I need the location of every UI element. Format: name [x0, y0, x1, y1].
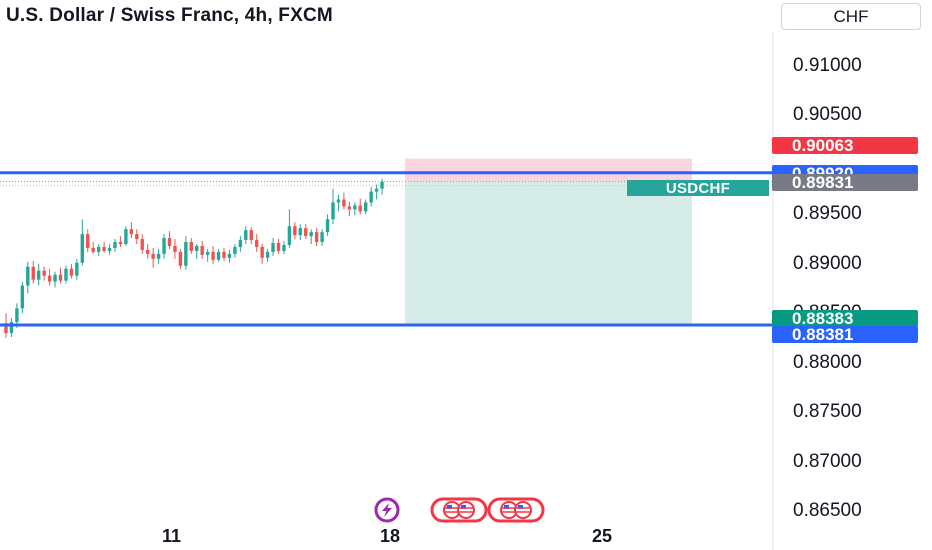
candle [336, 194, 341, 212]
candle [135, 229, 139, 244]
candlestick-series [4, 178, 384, 338]
candle [309, 229, 313, 244]
candle [31, 260, 35, 284]
candle [342, 192, 346, 210]
candle [282, 241, 286, 254]
candle [107, 244, 112, 255]
price-axis-label: 0.90500 [793, 104, 862, 126]
candle [178, 248, 183, 269]
candle [64, 265, 68, 284]
gridlines [0, 181, 773, 187]
candle [325, 214, 330, 237]
candle [271, 238, 275, 256]
lightning-icon[interactable] [362, 497, 412, 523]
candle [69, 263, 74, 279]
price-axis-label: 0.88000 [793, 351, 862, 373]
candle [238, 236, 243, 252]
position-zones [405, 158, 692, 325]
price-axis-label: 0.86500 [793, 500, 862, 521]
candle [331, 188, 335, 225]
price-axis-label: 0.89000 [793, 252, 862, 274]
candle [129, 222, 134, 239]
candle [58, 267, 63, 284]
symbol-tag: USDCHF [627, 180, 769, 197]
price-badge: 0.88381 [772, 325, 918, 343]
currency-selector-button[interactable]: CHF [781, 3, 921, 30]
candle [200, 241, 204, 259]
candle [20, 281, 25, 314]
candle [353, 202, 357, 216]
candle [265, 248, 270, 262]
us-flag-icon[interactable] [430, 497, 488, 523]
candle [91, 242, 95, 254]
candle [37, 263, 41, 286]
time-label-18: 18 [380, 526, 401, 546]
candle [124, 226, 128, 246]
candle [347, 201, 352, 217]
candle [287, 209, 292, 248]
us-flag-icon[interactable] [487, 497, 545, 523]
candle [140, 234, 144, 254]
candle [146, 244, 150, 259]
candle [118, 236, 123, 247]
candle [314, 228, 319, 246]
candle [86, 229, 90, 252]
candle [47, 268, 52, 286]
candle [358, 198, 362, 215]
price-axis-label: 0.91000 [793, 55, 862, 76]
price-axis-label: 0.87000 [793, 450, 862, 472]
candle [298, 224, 302, 241]
candle [173, 239, 177, 259]
candle [255, 234, 259, 252]
candle [211, 245, 215, 264]
candle [374, 184, 379, 200]
candle [244, 226, 248, 244]
candle [26, 261, 30, 294]
price-axis-label: 0.89500 [793, 203, 862, 225]
candle [184, 236, 188, 270]
stop-loss-zone [405, 158, 692, 182]
candle [369, 186, 373, 207]
candle [42, 266, 46, 281]
candle [249, 227, 253, 244]
price-badge: 0.89831 [772, 173, 918, 191]
candle [195, 244, 199, 259]
take-profit-zone [405, 181, 692, 325]
candle [80, 219, 84, 266]
chart-title: U.S. Dollar / Swiss Franc, 4h, FXCM [6, 5, 333, 26]
horizontal-lines [0, 171, 773, 327]
candle [102, 242, 106, 253]
candle [75, 258, 79, 280]
price-badge: 0.88383 [772, 309, 918, 327]
candle [96, 244, 101, 256]
time-label-11: 11 [162, 526, 182, 546]
candle [189, 238, 193, 254]
candle [364, 199, 368, 215]
candle [53, 271, 57, 288]
candle [162, 234, 166, 259]
price-axis-label: 0.87500 [793, 401, 862, 423]
candle [151, 247, 155, 268]
candle [260, 244, 264, 264]
candle [222, 247, 226, 261]
candle [205, 248, 210, 262]
candle [227, 249, 232, 263]
candle [304, 224, 308, 240]
candle [9, 318, 14, 337]
candle [156, 248, 161, 264]
candle [216, 248, 221, 262]
candle [167, 231, 172, 249]
candle [233, 244, 237, 258]
candle [113, 239, 117, 252]
candle [320, 229, 324, 246]
price-badge: 0.90063 [772, 136, 918, 154]
time-label-25: 25 [592, 526, 613, 546]
candle [276, 239, 281, 254]
candle [293, 222, 297, 240]
candle [380, 178, 384, 195]
